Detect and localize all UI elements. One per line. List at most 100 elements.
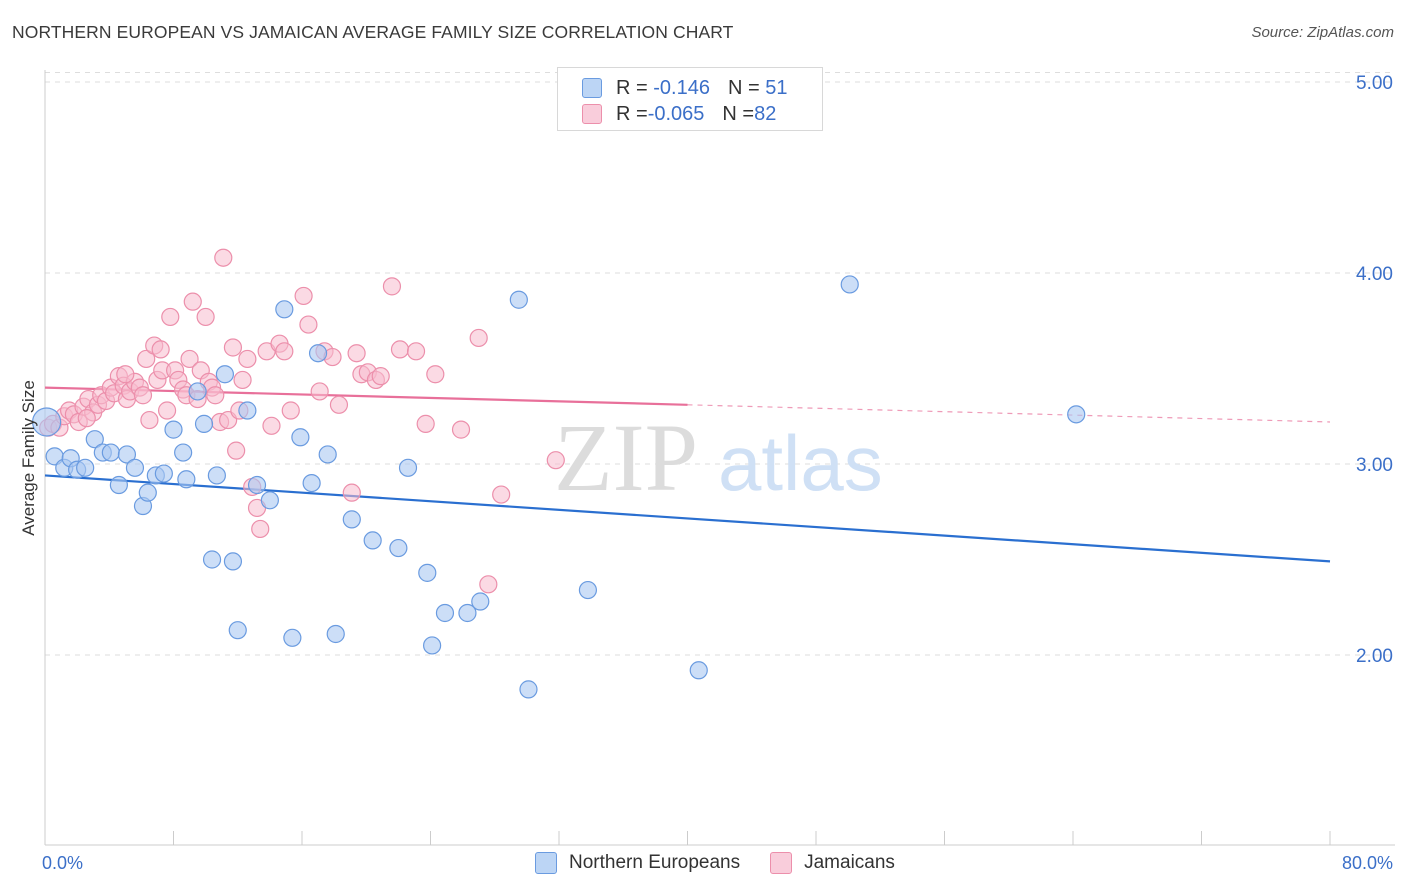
northern-europeans-point <box>275 300 294 319</box>
northern-europeans-point <box>188 382 207 401</box>
legend-r-value: -0.146 <box>653 76 710 99</box>
jamaicans-point <box>479 575 498 594</box>
jamaicans-point <box>157 401 177 420</box>
legend-r-label: R = <box>616 102 648 125</box>
legend-n-label: N = <box>722 102 755 125</box>
trend-line-jamaicans-dashed <box>687 404 1331 423</box>
watermark-atlas: atlas <box>718 419 883 507</box>
legend-row-jamaicans: R = -0.065 N = 82 <box>582 100 776 128</box>
y-tick-labels: 2.00 3.00 4.00 5.00 <box>1356 73 1393 667</box>
jamaicans-point <box>299 315 318 334</box>
legend-row-northern-europeans: R = -0.146 N = 51 <box>582 74 787 102</box>
y-tick-label: 3.00 <box>1356 455 1393 476</box>
northern-europeans-point <box>109 475 128 495</box>
y-tick-label: 2.00 <box>1356 646 1393 667</box>
northern-europeans-point <box>1067 405 1086 424</box>
northern-europeans-point <box>418 563 437 582</box>
axes <box>44 70 1395 846</box>
northern-europeans-point <box>302 474 321 493</box>
jamaicans-point <box>281 401 300 420</box>
legend-n-label: N = <box>727 76 760 99</box>
northern-europeans-point <box>101 443 120 462</box>
legend-item-northern-europeans[interactable]: Northern Europeans <box>535 852 740 874</box>
jamaicans-point <box>347 344 366 363</box>
jamaicans-point <box>223 338 243 357</box>
x-tick-labels: 0.0% 80.0% <box>42 853 1393 873</box>
jamaicans-point <box>196 307 215 327</box>
northern-europeans-point <box>154 464 173 483</box>
trend-line-jamaicans <box>44 386 688 406</box>
jamaicans-point <box>492 485 511 504</box>
jamaicans-points <box>39 248 565 594</box>
series-legend: Northern Europeans Jamaicans <box>535 852 925 874</box>
chart-title: NORTHERN EUROPEAN VS JAMAICAN AVERAGE FA… <box>12 22 734 42</box>
jamaicans-point <box>382 277 402 296</box>
jamaicans-point <box>206 386 225 405</box>
jamaicans-point <box>233 370 252 390</box>
x-tick-label: 0.0% <box>42 853 83 873</box>
correlation-legend: R = -0.146 N = 51 R = -0.065 N = 82 <box>557 67 823 131</box>
northern-europeans-point <box>138 483 157 502</box>
jamaicans-point <box>546 451 565 470</box>
northern-europeans-point <box>423 636 442 655</box>
jamaicans-point <box>294 286 313 306</box>
northern-europeans-point <box>840 275 859 294</box>
jamaicans-point <box>371 367 390 386</box>
jamaicans-point <box>161 307 180 327</box>
northern-europeans-point <box>215 365 234 384</box>
northern-europeans-point <box>689 661 708 680</box>
jamaicans-point <box>140 410 159 430</box>
jamaicans-point <box>406 342 426 361</box>
northern-europeans-point <box>238 401 257 420</box>
northern-europeans-point <box>519 680 538 699</box>
watermark-zip: ZIP <box>554 404 698 511</box>
northern-europeans-point <box>389 538 408 558</box>
northern-europeans-point <box>291 428 310 447</box>
jamaicans-point <box>390 340 410 359</box>
legend-r-value: -0.065 <box>647 102 705 125</box>
legend-label-northern-europeans: Northern Europeans <box>569 852 741 873</box>
jamaicans-point <box>227 441 246 460</box>
legend-swatch-pink <box>770 852 793 874</box>
jamaicans-point <box>183 292 202 311</box>
legend-n-value: 82 <box>754 102 777 125</box>
legend-item-jamaicans[interactable]: Jamaicans <box>770 852 895 874</box>
northern-europeans-points <box>32 275 1086 699</box>
x-tick-label: 80.0% <box>1342 853 1393 873</box>
northern-europeans-point <box>471 592 490 611</box>
northern-europeans-point <box>458 603 477 623</box>
legend-n-value: 51 <box>765 76 788 99</box>
jamaicans-point <box>426 365 445 384</box>
source-label: Source: ZipAtlas.com <box>1251 24 1394 41</box>
jamaicans-point <box>262 416 281 435</box>
jamaicans-point <box>238 349 257 369</box>
y-tick-label: 5.00 <box>1356 73 1393 94</box>
jamaicans-point <box>133 386 153 405</box>
northern-europeans-point <box>260 491 279 510</box>
northern-europeans-point <box>207 466 226 485</box>
northern-europeans-point <box>117 445 137 464</box>
legend-swatch-pink <box>582 104 602 124</box>
jamaicans-point <box>275 342 294 361</box>
northern-europeans-point <box>223 552 243 571</box>
northern-europeans-point <box>177 470 196 489</box>
legend-label-jamaicans: Jamaicans <box>804 852 895 873</box>
northern-europeans-point <box>85 430 104 449</box>
northern-europeans-point <box>247 475 267 495</box>
jamaicans-point <box>77 409 96 428</box>
northern-europeans-point <box>125 458 145 477</box>
northern-europeans-point <box>363 531 382 550</box>
legend-r-label: R = <box>616 76 648 99</box>
northern-europeans-point <box>174 443 193 462</box>
northern-europeans-point <box>194 414 214 433</box>
northern-europeans-point <box>202 550 222 569</box>
northern-europeans-point <box>283 628 302 647</box>
legend-swatch-blue <box>582 78 602 98</box>
northern-europeans-point <box>578 580 598 600</box>
northern-europeans-point <box>164 420 183 439</box>
northern-europeans-point <box>435 603 455 623</box>
northern-europeans-point <box>32 407 62 437</box>
jamaicans-point <box>416 414 435 433</box>
northern-europeans-point <box>398 458 418 477</box>
